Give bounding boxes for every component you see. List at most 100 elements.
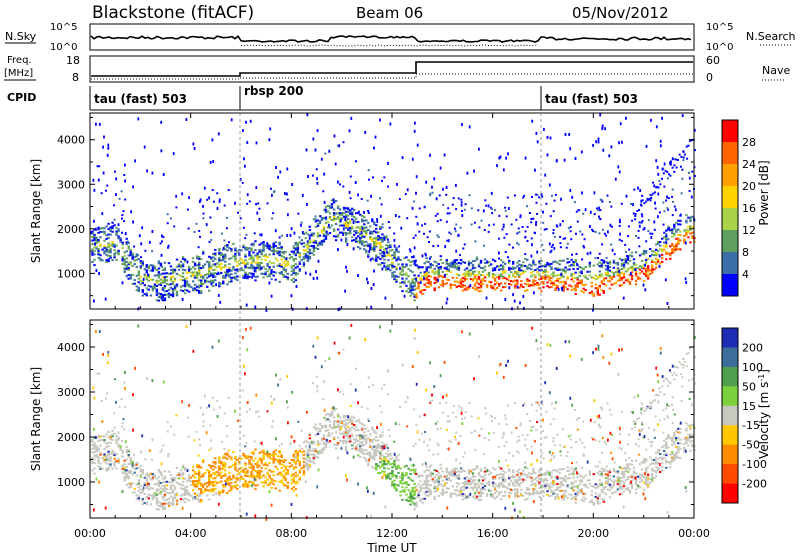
power-cell bbox=[290, 294, 293, 298]
power-cell bbox=[316, 232, 320, 234]
power-cell bbox=[240, 249, 243, 252]
power-cell bbox=[622, 258, 626, 261]
power-cell bbox=[312, 232, 316, 235]
power-cell bbox=[224, 273, 227, 277]
power-cell bbox=[636, 267, 640, 270]
power-cell bbox=[266, 247, 269, 249]
power-cell bbox=[274, 271, 277, 274]
power-cell bbox=[361, 229, 364, 232]
power-cell bbox=[296, 249, 299, 252]
velocity-cell bbox=[508, 482, 511, 485]
power-cell bbox=[653, 268, 656, 271]
power-cell bbox=[155, 293, 159, 296]
velocity-cell bbox=[359, 434, 362, 437]
power-cell bbox=[693, 128, 696, 132]
velocity-cell bbox=[411, 495, 414, 498]
power-cell bbox=[569, 226, 572, 229]
power-cell bbox=[441, 285, 444, 288]
power-cell bbox=[381, 233, 384, 236]
power-cell bbox=[532, 279, 535, 282]
power-cell bbox=[542, 282, 545, 285]
power-cell bbox=[641, 215, 644, 218]
power-cell bbox=[255, 141, 258, 145]
power-cell bbox=[455, 259, 459, 262]
power-cell bbox=[492, 223, 495, 226]
velocity-cell bbox=[467, 478, 471, 481]
power-cell bbox=[383, 255, 386, 258]
velocity-cell bbox=[105, 442, 108, 445]
power-cell bbox=[369, 243, 372, 246]
power-cell bbox=[248, 254, 251, 257]
power-cell bbox=[459, 283, 463, 286]
velocity-cell bbox=[449, 492, 452, 495]
velocity-cell bbox=[254, 470, 257, 473]
power-cell bbox=[483, 269, 487, 272]
velocity-cell bbox=[109, 452, 112, 455]
velocity-cell bbox=[558, 489, 561, 492]
velocity-cell bbox=[391, 473, 394, 476]
power-cell bbox=[347, 228, 350, 231]
velocity-cell bbox=[544, 486, 547, 489]
power-cell bbox=[379, 118, 381, 122]
power-cell bbox=[131, 252, 134, 255]
power-cell bbox=[353, 208, 356, 211]
velocity-cell bbox=[284, 459, 287, 462]
velocity-cell bbox=[246, 475, 249, 478]
power-cell bbox=[115, 230, 118, 233]
velocity-cell bbox=[524, 479, 527, 481]
power-cell bbox=[655, 185, 658, 188]
velocity-cell bbox=[181, 484, 185, 487]
velocity-cell bbox=[381, 454, 384, 457]
velocity-cell bbox=[212, 472, 215, 475]
power-cell bbox=[367, 254, 370, 256]
velocity-cell bbox=[514, 495, 517, 498]
power-cell bbox=[554, 283, 557, 286]
power-cell bbox=[665, 244, 668, 246]
velocity-cell bbox=[117, 460, 120, 462]
power-cell bbox=[685, 219, 688, 222]
power-cell bbox=[203, 186, 206, 190]
power-cell bbox=[292, 259, 295, 262]
power-cell bbox=[665, 241, 668, 245]
velocity-cell bbox=[518, 472, 521, 475]
velocity-cell bbox=[377, 446, 380, 449]
power-cell bbox=[657, 258, 660, 261]
power-cell bbox=[381, 261, 384, 264]
power-cell bbox=[518, 274, 521, 277]
power-cell bbox=[667, 197, 670, 200]
power-cell bbox=[425, 273, 428, 276]
power-cell bbox=[139, 265, 142, 268]
power-cell bbox=[437, 236, 440, 239]
power-cell bbox=[157, 276, 161, 279]
velocity-cell bbox=[139, 488, 142, 491]
velocity-cell bbox=[417, 490, 420, 493]
power-cell bbox=[193, 231, 196, 233]
velocity-cell bbox=[272, 458, 275, 460]
power-cell bbox=[624, 243, 627, 246]
power-cell bbox=[552, 271, 555, 274]
power-cell bbox=[355, 212, 358, 215]
velocity-cell bbox=[389, 477, 392, 480]
power-cell bbox=[679, 223, 682, 226]
velocity-cell bbox=[393, 459, 396, 462]
power-cell bbox=[549, 215, 552, 218]
power-cell bbox=[218, 272, 221, 275]
power-cell bbox=[385, 269, 388, 272]
velocity-cell bbox=[379, 457, 382, 460]
velocity-cell bbox=[342, 414, 346, 417]
velocity-cell bbox=[558, 486, 561, 489]
power-cell bbox=[477, 286, 481, 289]
power-cell bbox=[198, 279, 201, 282]
power-cell bbox=[498, 277, 501, 280]
power-cell bbox=[381, 240, 384, 243]
power-cell bbox=[560, 286, 563, 290]
power-cell bbox=[550, 277, 553, 280]
power-cell bbox=[425, 260, 428, 263]
power-cell bbox=[268, 138, 271, 142]
power-cell bbox=[634, 268, 637, 271]
velocity-cell bbox=[159, 471, 163, 474]
power-cell bbox=[220, 259, 223, 262]
power-cell bbox=[473, 169, 475, 173]
power-cell bbox=[109, 230, 112, 232]
power-cell bbox=[508, 279, 511, 282]
